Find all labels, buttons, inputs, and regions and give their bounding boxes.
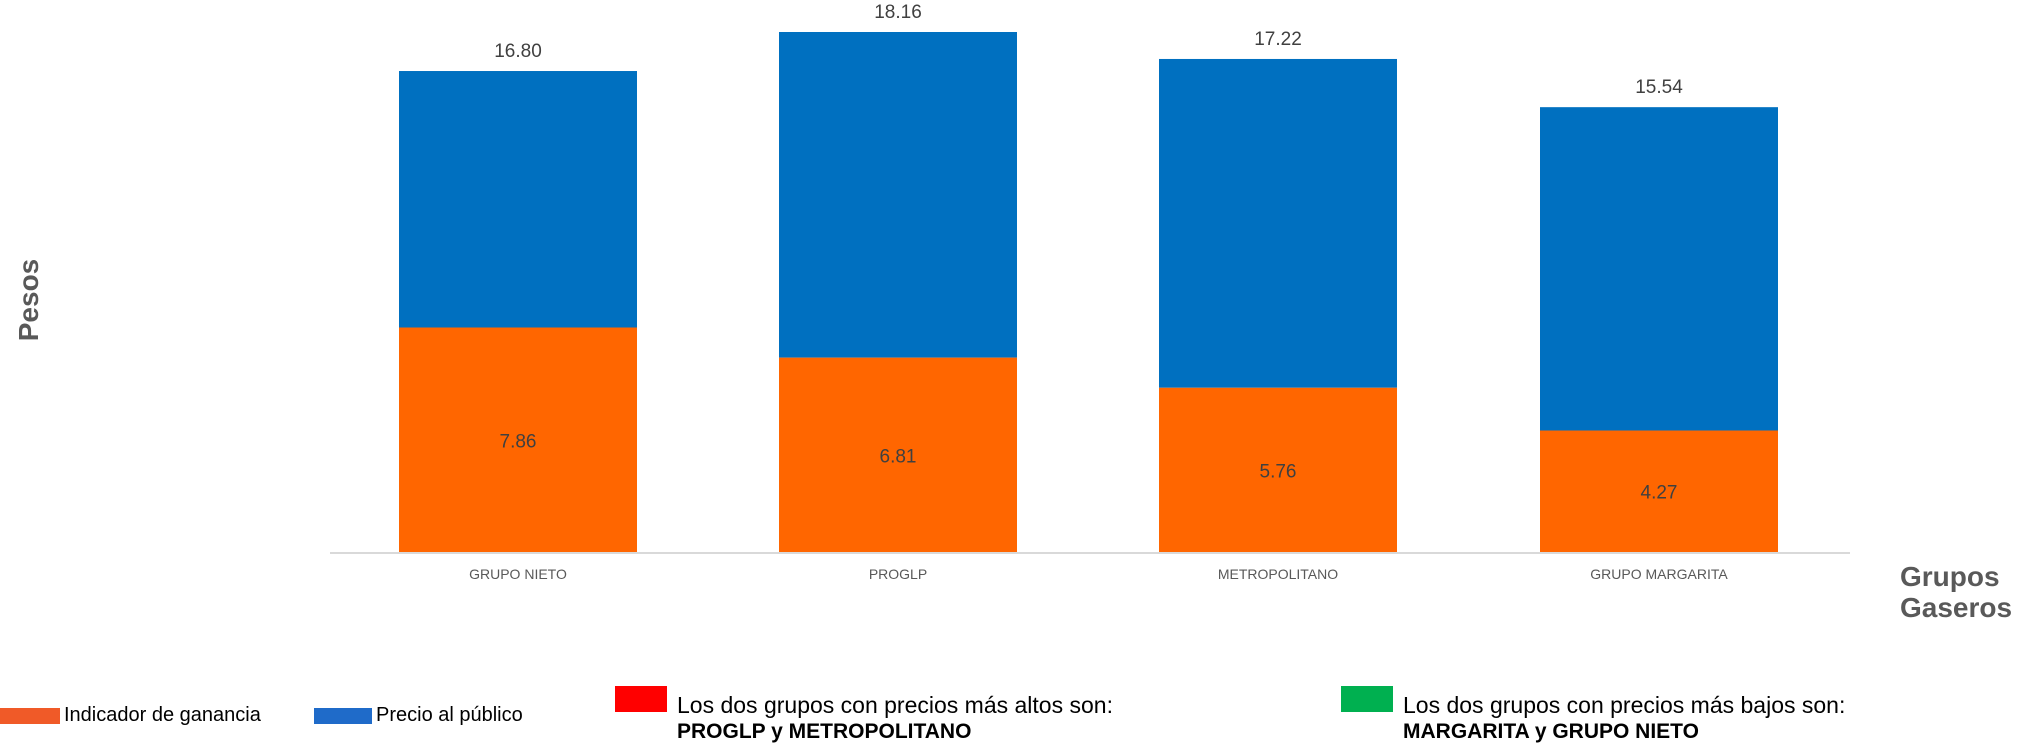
bar-precio-grupo-nieto — [399, 71, 637, 328]
bar-indicador-grupo-margarita — [1540, 430, 1778, 553]
x-axis-title-line2: Gaseros — [1900, 592, 2013, 623]
value-label-total-proglp: 18.16 — [874, 2, 922, 23]
value-label-total-grupo-margarita: 15.54 — [1635, 77, 1683, 98]
bar-indicador-grupo-nieto — [399, 327, 637, 553]
bar-precio-proglp — [779, 32, 1017, 358]
note-swatch-red — [615, 686, 667, 712]
value-label-total-grupo-nieto: 16.80 — [494, 41, 542, 62]
bars-group — [399, 32, 1778, 553]
bar-precio-metropolitano — [1159, 58, 1397, 388]
labels-group: 16.80 7.86 GRUPO NIETO 18.16 6.81 PROGLP 17.22… — [469, 2, 1728, 582]
value-label-lower-grupo-margarita: 4.27 — [1641, 483, 1678, 504]
x-axis-title-line1: Grupos — [1900, 561, 2000, 592]
category-label-grupo-nieto: GRUPO NIETO — [469, 566, 567, 582]
category-label-proglp: PROGLP — [869, 566, 927, 582]
note-low-text: Los dos grupos con precios más bajos son… — [1403, 692, 1846, 718]
bar-indicador-metropolitano — [1159, 387, 1397, 553]
bar-indicador-proglp — [779, 357, 1017, 553]
category-label-grupo-margarita: GRUPO MARGARITA — [1590, 566, 1728, 582]
legend-label-precio: Precio al público — [376, 704, 523, 726]
note-high-bold: PROGLP y METROPOLITANO — [677, 720, 972, 743]
note-high-text: Los dos grupos con precios más altos son… — [677, 692, 1113, 718]
legend-swatch-blue — [314, 707, 372, 724]
y-axis-title: Pesos — [13, 259, 44, 342]
note-low-bold: MARGARITA y GRUPO NIETO — [1403, 720, 1699, 743]
value-label-lower-proglp: 6.81 — [880, 446, 917, 467]
legend-label-indicador: Indicador de ganancia — [64, 704, 261, 726]
stacked-bar-chart: 16.80 7.86 GRUPO NIETO 18.16 6.81 PROGLP 17.22… — [13, 2, 2000, 592]
value-label-total-metropolitano: 17.22 — [1254, 29, 1302, 50]
legend-item-precio: Precio al público — [314, 704, 523, 727]
legend-item-indicador: Indicador de ganancia — [0, 704, 261, 727]
legend-swatch-orange — [0, 707, 60, 724]
value-label-lower-grupo-nieto: 7.86 — [500, 431, 537, 452]
note-swatch-green — [1341, 686, 1393, 712]
bar-precio-grupo-margarita — [1540, 107, 1778, 431]
category-label-metropolitano: METROPOLITANO — [1218, 566, 1338, 582]
value-label-lower-metropolitano: 5.76 — [1260, 461, 1297, 482]
